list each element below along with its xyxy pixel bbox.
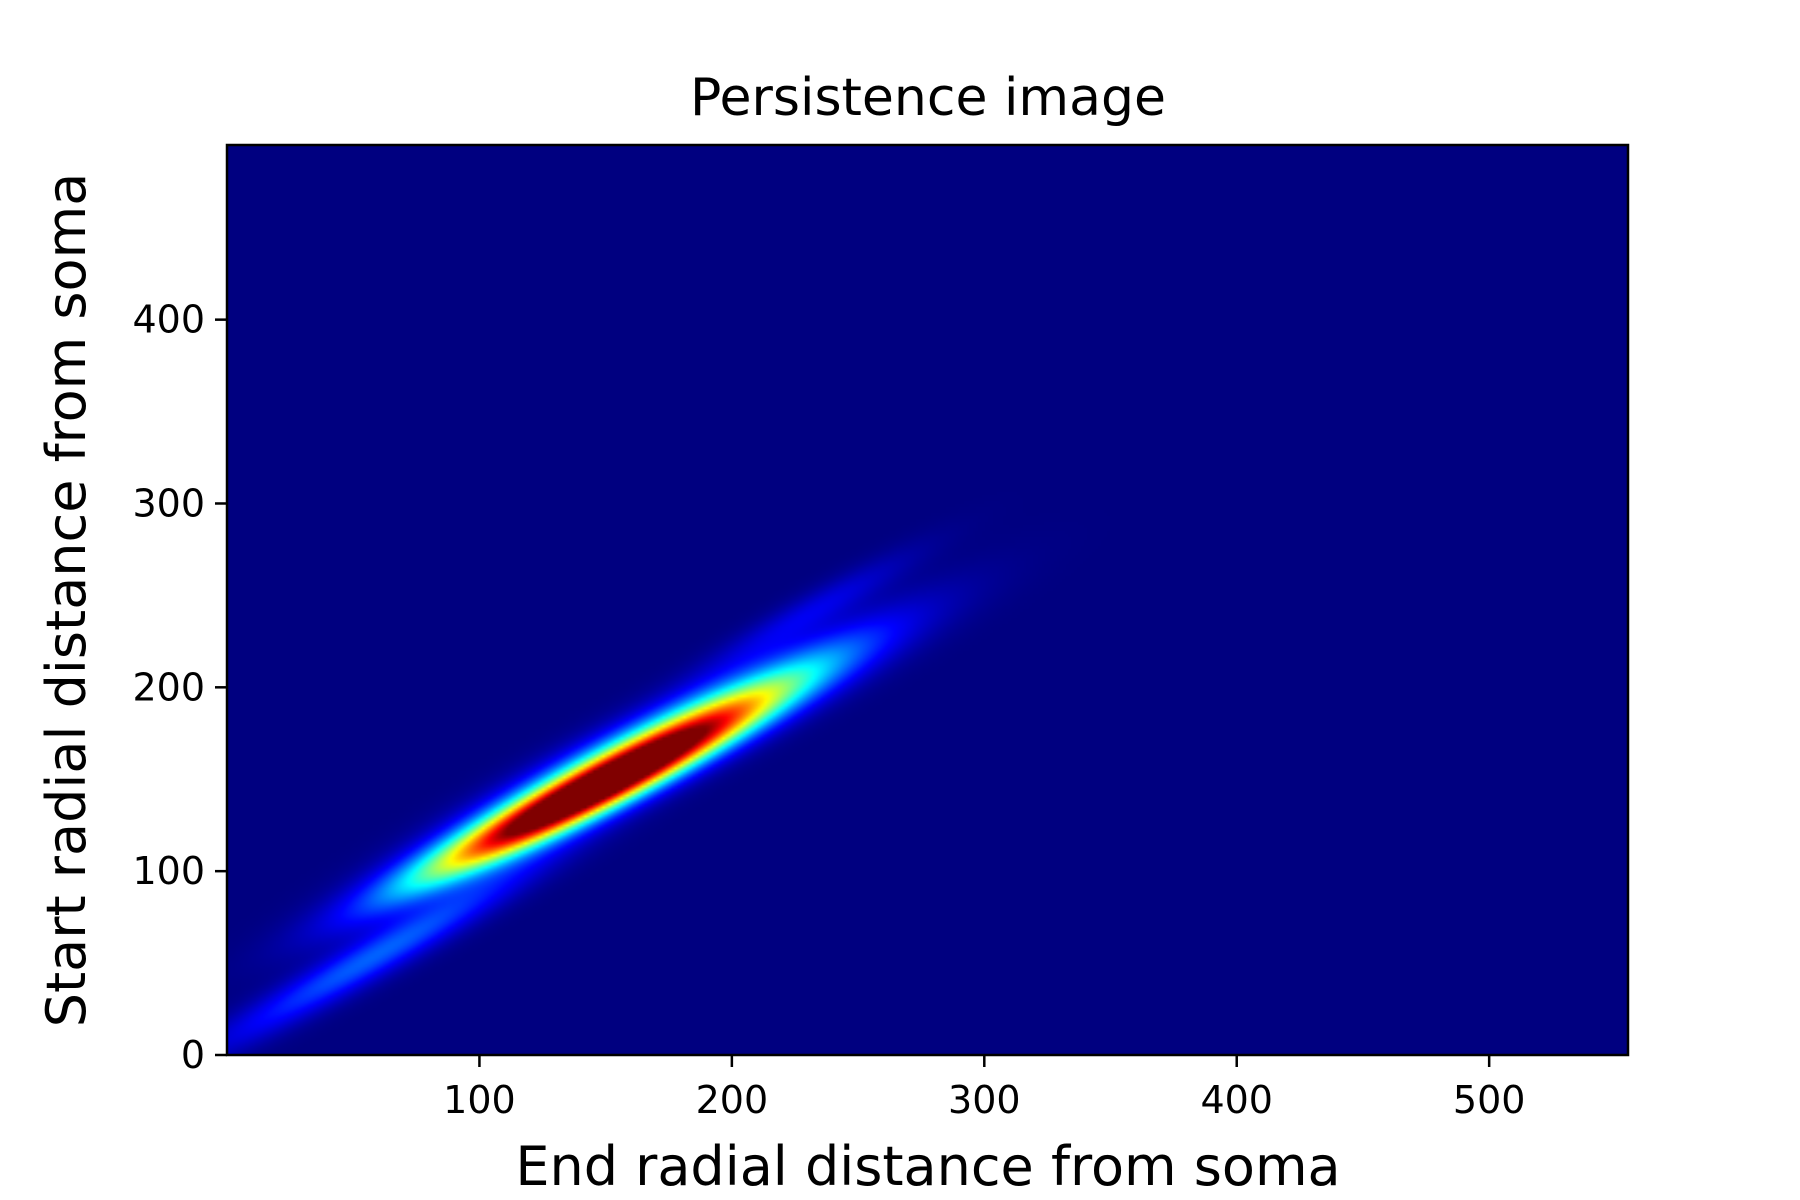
x-tick-label: 200 — [696, 1078, 769, 1122]
y-tick-label: 100 — [132, 849, 205, 893]
x-axis-ticks: 100 200 300 400 500 — [443, 1055, 1525, 1122]
plot-frame — [225, 143, 1630, 1057]
chart-title: Persistence image — [690, 68, 1166, 128]
y-tick-label: 400 — [132, 298, 205, 342]
x-tick-label: 300 — [948, 1078, 1021, 1122]
y-tick-label: 200 — [132, 665, 205, 709]
x-axis-label: End radial distance from soma — [515, 1135, 1340, 1198]
x-tick-label: 100 — [443, 1078, 516, 1122]
y-tick-label: 0 — [181, 1033, 205, 1077]
x-tick-label: 500 — [1453, 1078, 1526, 1122]
y-tick-label: 300 — [132, 481, 205, 525]
y-axis-label: Start radial distance from soma — [35, 173, 98, 1028]
x-tick-label: 400 — [1200, 1078, 1273, 1122]
y-axis-ticks: 0 100 200 300 400 — [132, 298, 227, 1077]
heatmap-image — [227, 145, 1628, 1055]
